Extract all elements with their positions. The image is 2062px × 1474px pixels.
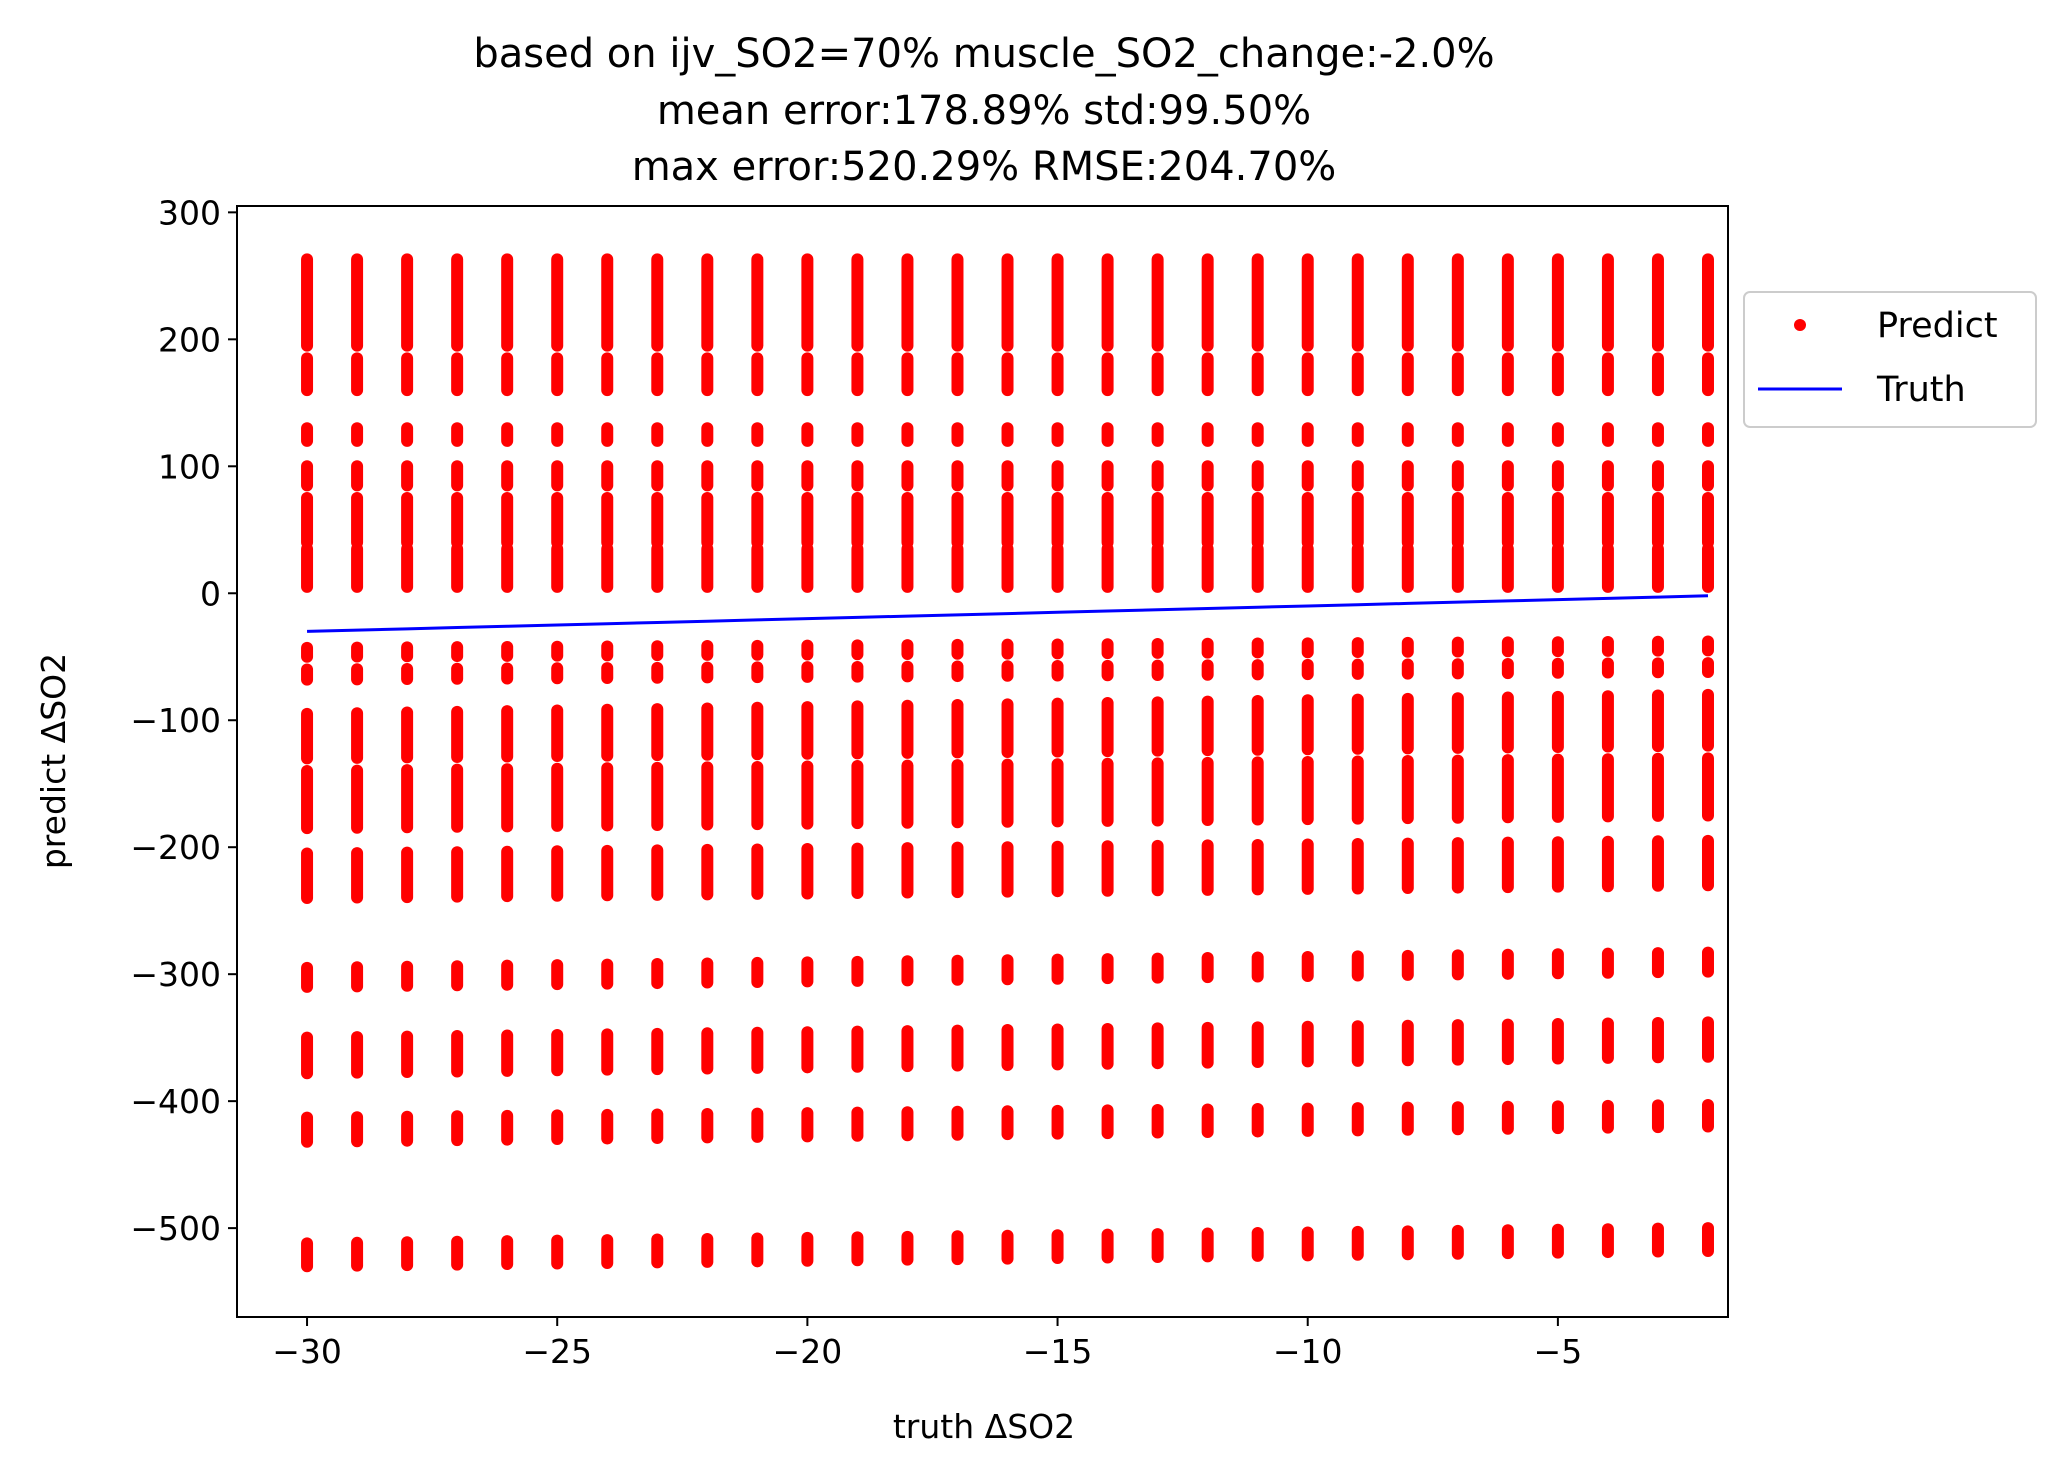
legend: Predict Truth: [1743, 291, 2037, 428]
truth-line: [307, 594, 1709, 633]
x-axis-label: truth ΔSO2: [893, 1407, 1075, 1446]
y-tick-label: −200: [130, 828, 221, 867]
legend-truth-label: Truth: [1876, 370, 1966, 410]
y-tick-label: −100: [130, 701, 221, 740]
chart-title: based on ijv_SO2=70% muscle_SO2_change:-…: [473, 31, 1494, 190]
x-tick-label: −25: [522, 1332, 592, 1371]
x-tick-label: −5: [1534, 1332, 1583, 1371]
plot-frame: [236, 205, 1729, 1318]
legend-predict-marker: [1794, 319, 1806, 331]
y-axis: 300 200 100 0 −100 −200 −300 −400 −500: [130, 193, 237, 1248]
title-line-3: max error:520.29% RMSE:204.70%: [632, 144, 1337, 190]
y-tick-label: −300: [130, 955, 221, 994]
y-axis-label: predict ΔSO2: [34, 653, 73, 869]
y-tick-label: 300: [158, 193, 221, 232]
x-tick-label: −30: [272, 1332, 342, 1371]
y-tick-label: −400: [130, 1082, 221, 1121]
title-line-1: based on ijv_SO2=70% muscle_SO2_change:-…: [473, 31, 1494, 77]
y-tick-label: 200: [158, 320, 221, 359]
plot-marks: [301, 253, 1714, 1273]
x-axis: −30 −25 −20 −15 −10 −5: [272, 1317, 1582, 1371]
y-tick-label: 0: [200, 574, 221, 613]
y-tick-label: 100: [158, 447, 221, 486]
x-tick-label: −20: [773, 1332, 843, 1371]
legend-box: [1743, 291, 2037, 428]
x-tick-label: −15: [1023, 1332, 1093, 1371]
x-tick-label: −10: [1273, 1332, 1343, 1371]
title-line-2: mean error:178.89% std:99.50%: [657, 88, 1311, 134]
legend-predict-label: Predict: [1877, 306, 1998, 346]
y-tick-label: −500: [130, 1209, 221, 1248]
